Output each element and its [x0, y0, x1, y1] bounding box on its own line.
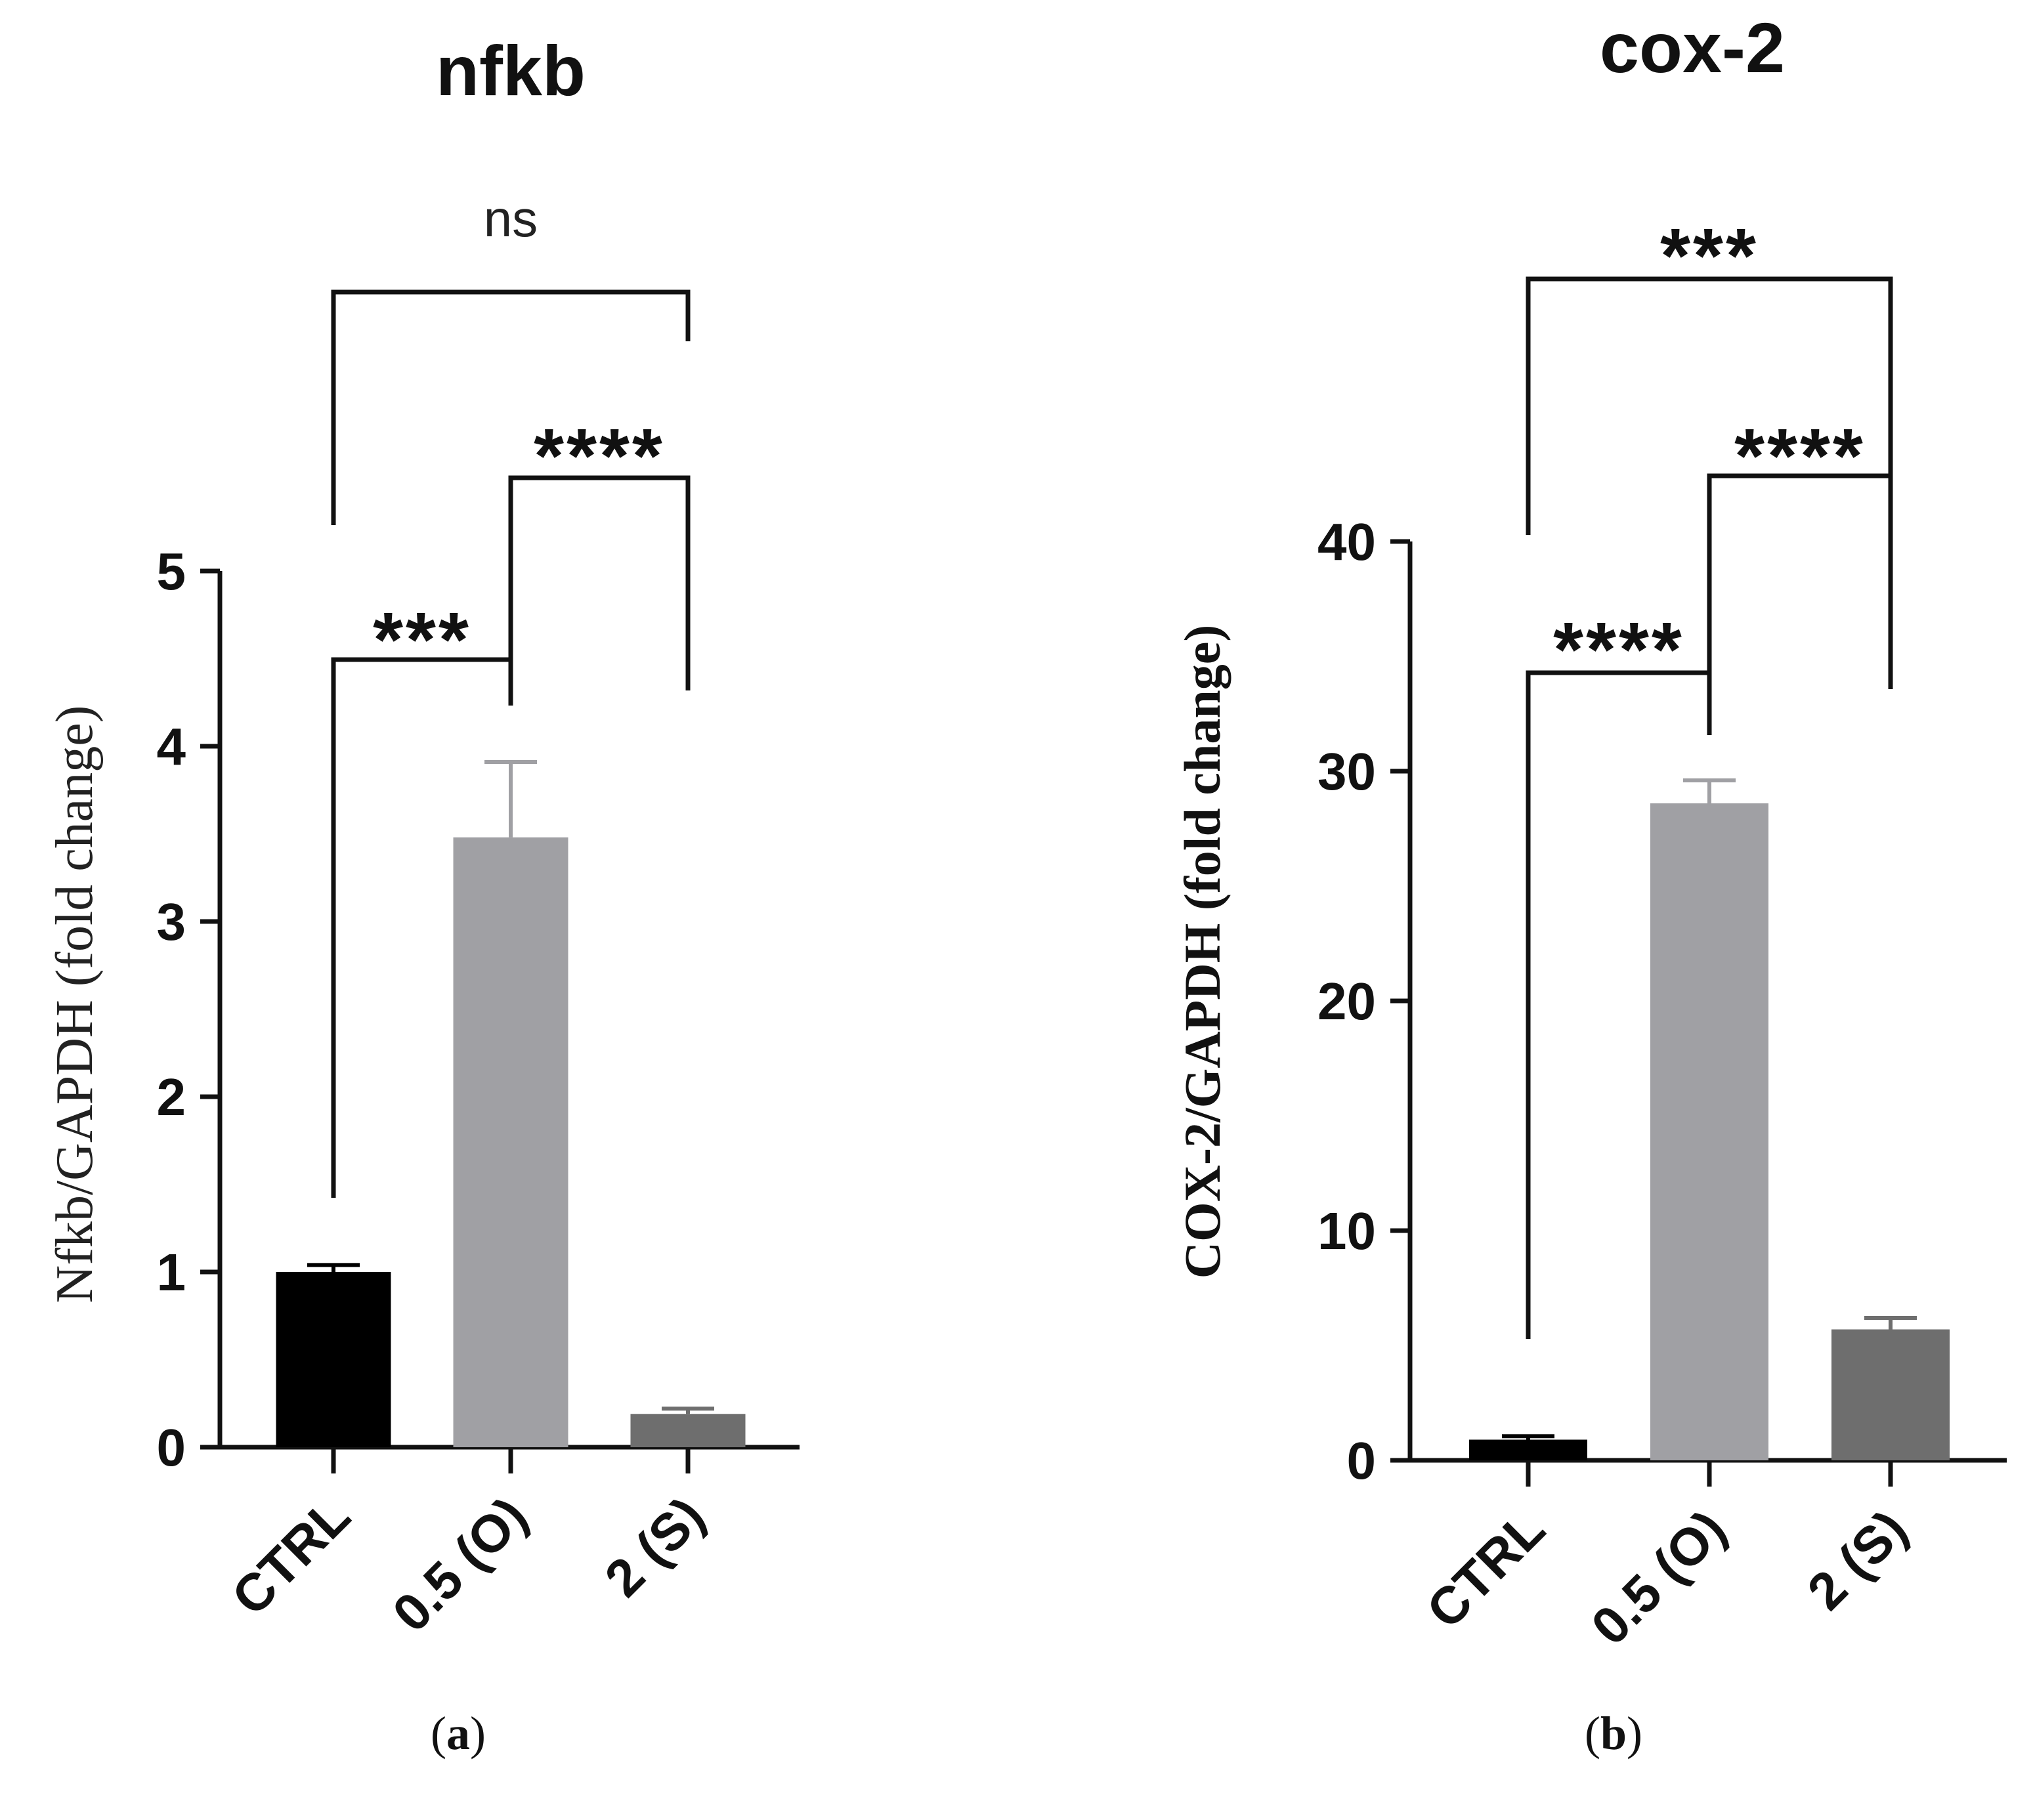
x-tick-label: 0.5 (O) [1580, 1499, 1737, 1656]
significance-label: **** [1553, 606, 1684, 693]
y-axis-label-nfkb: Nfkb/GAPDH (fold change) [46, 706, 104, 1303]
panel-label-a-letter: a [446, 1707, 470, 1760]
y-tick-label: 4 [157, 717, 186, 776]
y-tick-label: 0 [1347, 1431, 1377, 1490]
significance-label: **** [534, 413, 665, 499]
significance-label: ns [484, 190, 538, 247]
y-axis-label-cox2: COX-2/GAPDH (fold change) [1174, 625, 1231, 1279]
significance-bracket [1526, 276, 1893, 535]
bar [630, 1414, 746, 1447]
chart-title-nfkb: nfkb [436, 31, 586, 110]
chart-title-cox2: cox-2 [1600, 8, 1785, 87]
x-tick-label: 2 (S) [1797, 1499, 1919, 1621]
y-tick-label: 20 [1317, 972, 1376, 1030]
y-tick-label: 2 [157, 1068, 186, 1126]
x-tick-label: 2 (S) [594, 1486, 716, 1608]
bar [1831, 1329, 1950, 1460]
y-tick-label: 0 [157, 1418, 186, 1477]
x-tick-label: CTRL [221, 1486, 361, 1626]
y-tick-label: 30 [1317, 742, 1376, 801]
x-tick-label: 0.5 (O) [381, 1486, 538, 1643]
significance-label: *** [1660, 213, 1759, 299]
bar [1650, 803, 1768, 1460]
panel-label-b: (b) [1585, 1707, 1642, 1760]
bar [453, 837, 568, 1447]
significance-bracket [1707, 473, 1893, 735]
y-tick-label: 3 [157, 893, 186, 951]
y-tick-label: 1 [157, 1243, 186, 1302]
significance-bracket [331, 289, 691, 525]
panel-b-chart: cox-2 COX-2/GAPDH (fold change) 0 10 20 30 4… [1174, 8, 2007, 1760]
x-tick-label: CTRL [1415, 1499, 1556, 1640]
significance-bracket [508, 475, 691, 690]
y-tick-label: 40 [1317, 513, 1376, 571]
y-tick-label: 10 [1317, 1202, 1376, 1260]
bar [276, 1272, 391, 1447]
significance-label: *** [373, 597, 471, 683]
panel-label-b-letter: b [1600, 1707, 1627, 1760]
significance-bracket [331, 657, 513, 1198]
panel-label-a: (a) [431, 1707, 486, 1760]
y-tick-label: 5 [157, 542, 186, 601]
bar [1469, 1439, 1587, 1460]
significance-label: **** [1734, 413, 1866, 499]
panel-a-chart: nfkb Nfkb/GAPDH (fold change) 0 1 2 3 4 5 CTRL… [46, 31, 800, 1760]
